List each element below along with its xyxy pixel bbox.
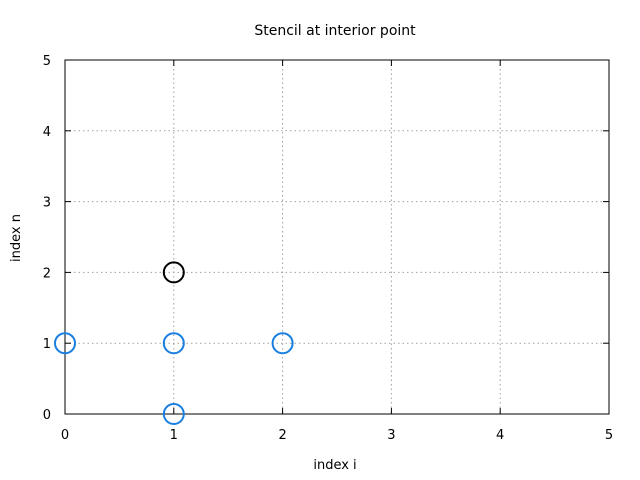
y-tick-label: 3: [43, 196, 51, 211]
data-point: [271, 332, 294, 355]
x-tick-label: 0: [61, 428, 69, 443]
grid: [65, 60, 609, 414]
x-axis-label: index i: [313, 458, 356, 473]
y-tick-label: 4: [43, 125, 51, 140]
y-tick-label: 0: [43, 408, 51, 423]
y-tick-label: 1: [43, 337, 51, 352]
data-points: [54, 261, 294, 425]
x-tick-label: 3: [387, 428, 395, 443]
y-tick-label: 5: [43, 54, 51, 69]
x-tick-label: 1: [170, 428, 178, 443]
chart-title: Stencil at interior point: [254, 23, 416, 39]
x-tick-label: 5: [605, 428, 613, 443]
plot-frame: [64, 59, 610, 415]
data-point: [162, 332, 185, 355]
y-tick-label: 2: [43, 266, 51, 281]
data-point: [162, 403, 185, 425]
x-tick-label: 2: [278, 428, 286, 443]
y-axis-label: index n: [9, 214, 24, 262]
data-point: [162, 261, 185, 284]
data-point: [54, 332, 76, 355]
ticks: 0 1 2 3 4 5 0 1 2 3 4 5: [43, 54, 613, 443]
x-tick-label: 4: [496, 428, 504, 443]
